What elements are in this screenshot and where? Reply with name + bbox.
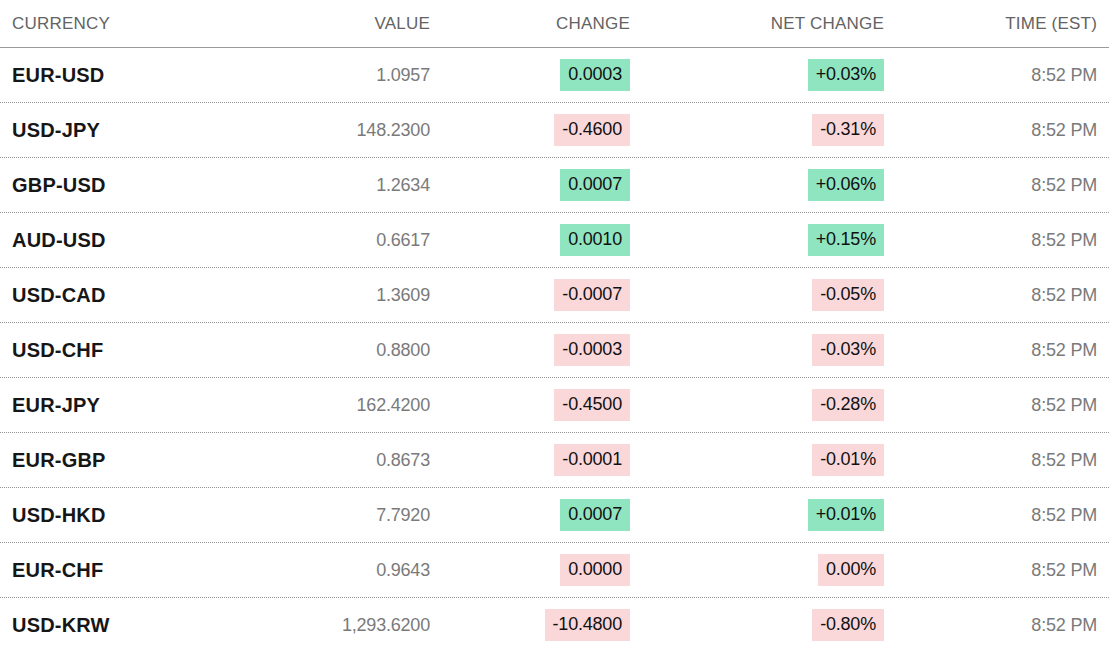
- currency-value: 1.2634: [212, 175, 430, 196]
- currency-ticker[interactable]: USD-HKD: [12, 504, 212, 527]
- net-change-badge: -0.80%: [812, 609, 884, 641]
- currency-ticker[interactable]: EUR-JPY: [12, 394, 212, 417]
- column-header-net-change: NET CHANGE: [630, 14, 884, 34]
- currency-ticker[interactable]: EUR-GBP: [12, 449, 212, 472]
- net-change-badge: -0.05%: [812, 279, 884, 311]
- currency-ticker[interactable]: USD-KRW: [12, 614, 212, 637]
- quote-time: 8:52 PM: [884, 560, 1097, 581]
- net-change-cell: +0.01%: [630, 499, 884, 531]
- net-change-badge: 0.00%: [818, 554, 884, 586]
- net-change-badge: +0.01%: [808, 499, 884, 531]
- currency-ticker[interactable]: GBP-USD: [12, 174, 212, 197]
- net-change-cell: 0.00%: [630, 554, 884, 586]
- quote-time: 8:52 PM: [884, 340, 1097, 361]
- column-header-currency: CURRENCY: [12, 14, 212, 34]
- change-cell: 0.0000: [430, 554, 630, 586]
- currency-value: 162.4200: [212, 395, 430, 416]
- table-row[interactable]: EUR-CHF 0.9643 0.0000 0.00% 8:52 PM: [0, 543, 1109, 598]
- change-cell: 0.0003: [430, 59, 630, 91]
- change-badge: -0.4600: [554, 114, 630, 146]
- currency-value: 0.8673: [212, 450, 430, 471]
- table-row[interactable]: AUD-USD 0.6617 0.0010 +0.15% 8:52 PM: [0, 213, 1109, 268]
- column-header-value: VALUE: [212, 14, 430, 34]
- quote-time: 8:52 PM: [884, 505, 1097, 526]
- change-badge: -10.4800: [545, 609, 630, 641]
- net-change-badge: -0.01%: [812, 444, 884, 476]
- quote-time: 8:52 PM: [884, 395, 1097, 416]
- change-cell: -0.4600: [430, 114, 630, 146]
- currency-value: 0.6617: [212, 230, 430, 251]
- net-change-cell: -0.01%: [630, 444, 884, 476]
- column-header-change: CHANGE: [430, 14, 630, 34]
- quote-time: 8:52 PM: [884, 230, 1097, 251]
- currency-value: 148.2300: [212, 120, 430, 141]
- change-badge: 0.0003: [560, 59, 630, 91]
- table-row[interactable]: USD-HKD 7.7920 0.0007 +0.01% 8:52 PM: [0, 488, 1109, 543]
- table-header: CURRENCY VALUE CHANGE NET CHANGE TIME (E…: [0, 0, 1109, 48]
- net-change-cell: -0.03%: [630, 334, 884, 366]
- quote-time: 8:52 PM: [884, 285, 1097, 306]
- net-change-cell: +0.15%: [630, 224, 884, 256]
- currency-value: 0.9643: [212, 560, 430, 581]
- currency-value: 1.3609: [212, 285, 430, 306]
- change-badge: 0.0007: [560, 499, 630, 531]
- net-change-cell: +0.06%: [630, 169, 884, 201]
- table-row[interactable]: USD-CAD 1.3609 -0.0007 -0.05% 8:52 PM: [0, 268, 1109, 323]
- net-change-badge: +0.15%: [808, 224, 884, 256]
- currency-value: 0.8800: [212, 340, 430, 361]
- table-row[interactable]: USD-JPY 148.2300 -0.4600 -0.31% 8:52 PM: [0, 103, 1109, 158]
- change-badge: -0.0003: [554, 334, 630, 366]
- change-cell: -10.4800: [430, 609, 630, 641]
- change-badge: -0.0001: [554, 444, 630, 476]
- currency-ticker[interactable]: EUR-USD: [12, 64, 212, 87]
- net-change-cell: +0.03%: [630, 59, 884, 91]
- net-change-badge: -0.28%: [812, 389, 884, 421]
- change-badge: -0.4500: [554, 389, 630, 421]
- change-cell: -0.4500: [430, 389, 630, 421]
- net-change-badge: -0.31%: [812, 114, 884, 146]
- table-row[interactable]: EUR-USD 1.0957 0.0003 +0.03% 8:52 PM: [0, 48, 1109, 103]
- currency-value: 1.0957: [212, 65, 430, 86]
- currency-ticker[interactable]: EUR-CHF: [12, 559, 212, 582]
- change-cell: -0.0007: [430, 279, 630, 311]
- quote-time: 8:52 PM: [884, 175, 1097, 196]
- currency-ticker[interactable]: USD-CAD: [12, 284, 212, 307]
- quote-time: 8:52 PM: [884, 450, 1097, 471]
- change-cell: 0.0007: [430, 499, 630, 531]
- currency-value: 1,293.6200: [212, 615, 430, 636]
- change-badge: -0.0007: [554, 279, 630, 311]
- change-cell: -0.0001: [430, 444, 630, 476]
- net-change-cell: -0.28%: [630, 389, 884, 421]
- currency-ticker[interactable]: USD-JPY: [12, 119, 212, 142]
- quote-time: 8:52 PM: [884, 65, 1097, 86]
- table-body: EUR-USD 1.0957 0.0003 +0.03% 8:52 PM USD…: [0, 48, 1109, 648]
- currency-table: CURRENCY VALUE CHANGE NET CHANGE TIME (E…: [0, 0, 1109, 648]
- net-change-badge: +0.03%: [808, 59, 884, 91]
- change-badge: 0.0007: [560, 169, 630, 201]
- net-change-badge: +0.06%: [808, 169, 884, 201]
- change-cell: -0.0003: [430, 334, 630, 366]
- net-change-cell: -0.31%: [630, 114, 884, 146]
- table-row[interactable]: EUR-GBP 0.8673 -0.0001 -0.01% 8:52 PM: [0, 433, 1109, 488]
- net-change-cell: -0.05%: [630, 279, 884, 311]
- change-badge: 0.0000: [560, 554, 630, 586]
- table-row[interactable]: EUR-JPY 162.4200 -0.4500 -0.28% 8:52 PM: [0, 378, 1109, 433]
- table-row[interactable]: USD-KRW 1,293.6200 -10.4800 -0.80% 8:52 …: [0, 598, 1109, 648]
- change-cell: 0.0010: [430, 224, 630, 256]
- change-cell: 0.0007: [430, 169, 630, 201]
- net-change-cell: -0.80%: [630, 609, 884, 641]
- quote-time: 8:52 PM: [884, 120, 1097, 141]
- currency-ticker[interactable]: AUD-USD: [12, 229, 212, 252]
- currency-ticker[interactable]: USD-CHF: [12, 339, 212, 362]
- change-badge: 0.0010: [560, 224, 630, 256]
- table-row[interactable]: GBP-USD 1.2634 0.0007 +0.06% 8:52 PM: [0, 158, 1109, 213]
- net-change-badge: -0.03%: [812, 334, 884, 366]
- table-row[interactable]: USD-CHF 0.8800 -0.0003 -0.03% 8:52 PM: [0, 323, 1109, 378]
- quote-time: 8:52 PM: [884, 615, 1097, 636]
- currency-value: 7.7920: [212, 505, 430, 526]
- column-header-time: TIME (EST): [884, 14, 1097, 34]
